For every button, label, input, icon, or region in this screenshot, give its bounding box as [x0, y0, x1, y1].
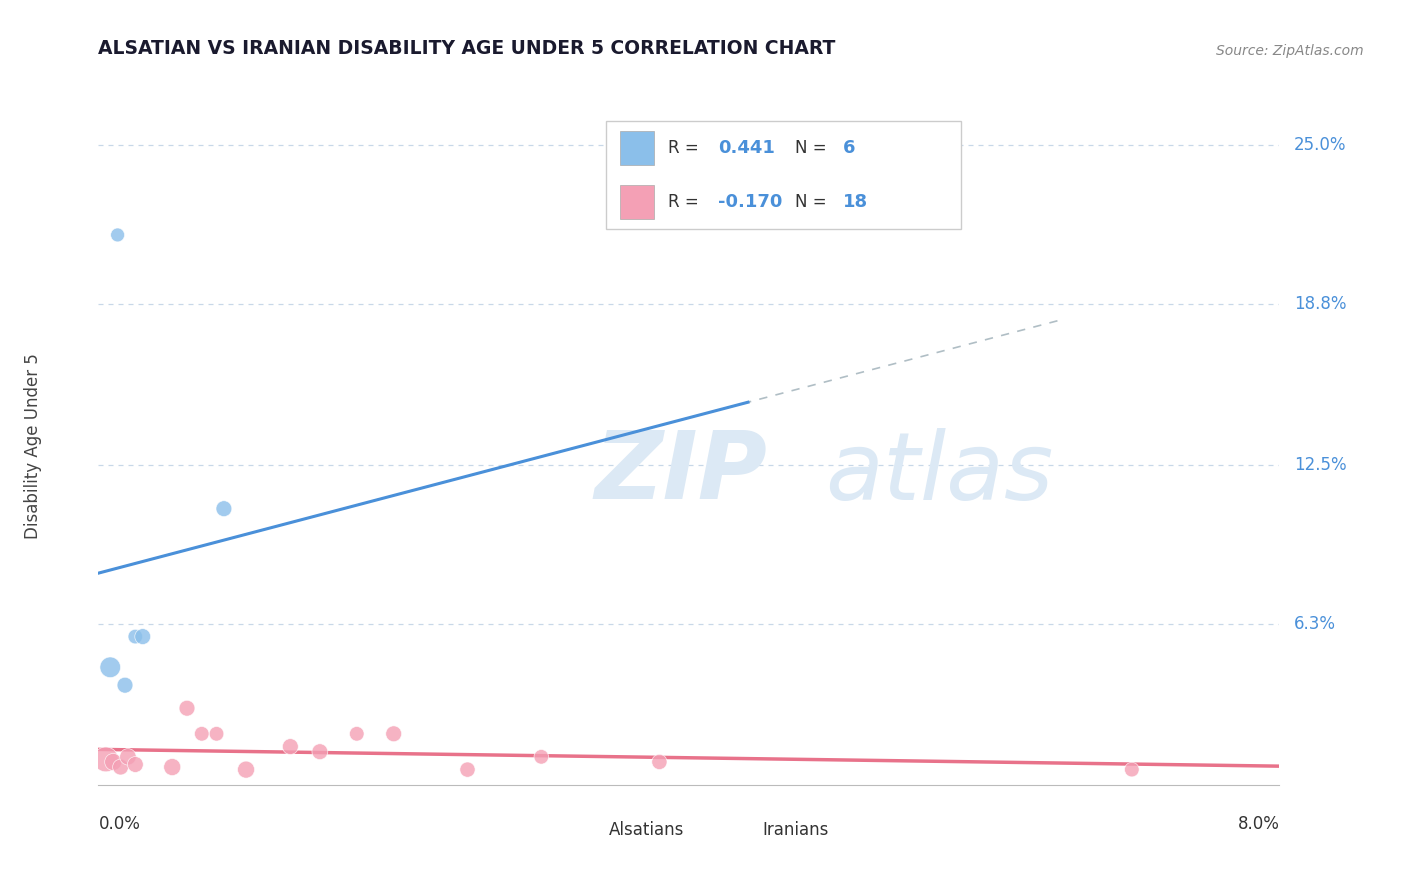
Text: -0.170: -0.170	[718, 193, 783, 211]
Bar	[620, 185, 654, 219]
Point	[132, 630, 155, 644]
Bar	[718, 817, 752, 843]
Text: 18: 18	[842, 193, 868, 211]
Text: 12.5%: 12.5%	[1294, 456, 1347, 475]
Text: ALSATIAN VS IRANIAN DISABILITY AGE UNDER 5 CORRELATION CHART: ALSATIAN VS IRANIAN DISABILITY AGE UNDER…	[98, 39, 835, 58]
Point	[1121, 763, 1143, 777]
Text: N =: N =	[796, 193, 832, 211]
Text: Source: ZipAtlas.com: Source: ZipAtlas.com	[1216, 44, 1364, 58]
Point	[648, 755, 671, 769]
Text: 0.441: 0.441	[718, 139, 775, 157]
Point	[110, 760, 132, 774]
Point	[124, 630, 146, 644]
Text: atlas: atlas	[825, 427, 1053, 518]
Text: Disability Age Under 5: Disability Age Under 5	[24, 353, 42, 539]
FancyBboxPatch shape	[606, 120, 960, 229]
Point	[114, 678, 136, 692]
Text: 18.8%: 18.8%	[1294, 295, 1346, 313]
Text: R =: R =	[668, 139, 703, 157]
Point	[176, 701, 198, 715]
Text: R =: R =	[668, 193, 703, 211]
Point	[382, 727, 405, 741]
Point	[280, 739, 302, 754]
Point	[94, 752, 117, 766]
Bar	[565, 817, 598, 843]
Point	[530, 749, 553, 764]
Text: 25.0%: 25.0%	[1294, 136, 1346, 154]
Point	[346, 727, 368, 741]
Bar	[620, 131, 654, 165]
Point	[117, 749, 139, 764]
Point	[162, 760, 183, 774]
Text: ZIP: ZIP	[595, 427, 768, 519]
Point	[457, 763, 479, 777]
Point	[98, 660, 121, 674]
Text: 6: 6	[842, 139, 855, 157]
Text: 8.0%: 8.0%	[1237, 815, 1279, 833]
Text: 6.3%: 6.3%	[1294, 615, 1336, 632]
Text: Iranians: Iranians	[762, 821, 828, 838]
Point	[124, 757, 146, 772]
Point	[309, 745, 332, 759]
Text: 0.0%: 0.0%	[98, 815, 141, 833]
Point	[107, 227, 129, 242]
Point	[191, 727, 214, 741]
Point	[205, 727, 228, 741]
Text: N =: N =	[796, 139, 832, 157]
Point	[103, 755, 125, 769]
Point	[235, 763, 257, 777]
Text: Alsatians: Alsatians	[609, 821, 683, 838]
Point	[212, 501, 235, 516]
